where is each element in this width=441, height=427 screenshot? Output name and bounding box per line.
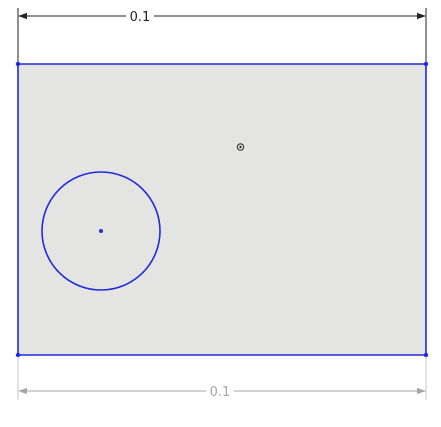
origin-marker-icon[interactable] <box>236 143 245 151</box>
rectangle-vertices[interactable] <box>15 61 429 358</box>
vertex-point-icon[interactable] <box>15 61 21 67</box>
bottom-dimension[interactable]: 0.1 <box>17 358 427 400</box>
rectangle-face[interactable] <box>18 64 426 355</box>
top-dimension[interactable]: 0.1 <box>17 8 427 64</box>
vertex-point-icon[interactable] <box>423 352 429 358</box>
vertex-point-icon[interactable] <box>423 61 429 67</box>
top-dimension-label[interactable]: 0.1 <box>130 10 151 25</box>
vertex-point-icon[interactable] <box>15 352 21 358</box>
bottom-dimension-label[interactable]: 0.1 <box>210 385 231 400</box>
circle-center-point-icon[interactable] <box>99 229 103 233</box>
rectangle-edges[interactable] <box>17 63 427 356</box>
sketch-circle[interactable] <box>41 171 161 291</box>
